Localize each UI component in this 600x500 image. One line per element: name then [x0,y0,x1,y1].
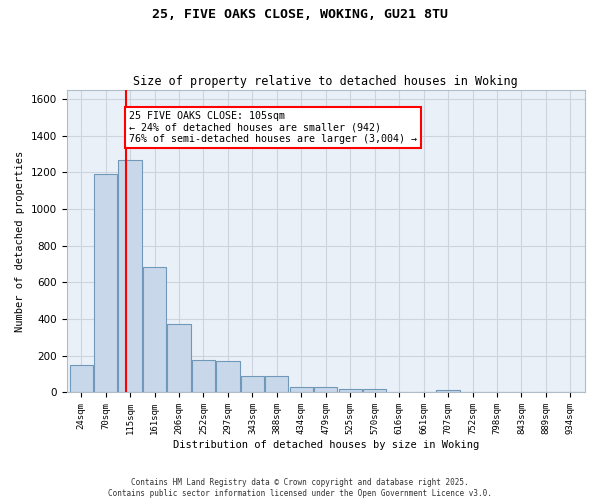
Bar [217,362,239,392]
Text: 25, FIVE OAKS CLOSE, WOKING, GU21 8TU: 25, FIVE OAKS CLOSE, WOKING, GU21 8TU [152,8,448,20]
Title: Size of property relative to detached houses in Woking: Size of property relative to detached ho… [133,76,518,88]
Bar [436,390,460,392]
Bar [192,360,215,392]
Bar [118,160,142,392]
Bar [70,365,93,392]
Bar [143,267,166,392]
Y-axis label: Number of detached properties: Number of detached properties [15,150,25,332]
X-axis label: Distribution of detached houses by size in Woking: Distribution of detached houses by size … [173,440,479,450]
Bar [314,387,337,392]
Bar [94,174,117,392]
Bar [167,324,191,392]
Text: Contains HM Land Registry data © Crown copyright and database right 2025.
Contai: Contains HM Land Registry data © Crown c… [108,478,492,498]
Bar [363,389,386,392]
Bar [290,387,313,392]
Bar [241,376,264,392]
Text: 25 FIVE OAKS CLOSE: 105sqm
← 24% of detached houses are smaller (942)
76% of sem: 25 FIVE OAKS CLOSE: 105sqm ← 24% of deta… [129,111,417,144]
Bar [338,389,362,392]
Bar [265,376,289,392]
